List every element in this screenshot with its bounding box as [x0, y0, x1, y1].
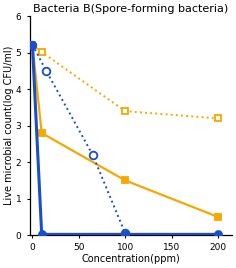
Y-axis label: Live microbial count(log CFU/ml): Live microbial count(log CFU/ml)	[4, 46, 14, 205]
X-axis label: Concentration(ppm): Concentration(ppm)	[81, 254, 180, 264]
Title: Bacteria B(Spore-forming bacteria): Bacteria B(Spore-forming bacteria)	[33, 4, 228, 14]
